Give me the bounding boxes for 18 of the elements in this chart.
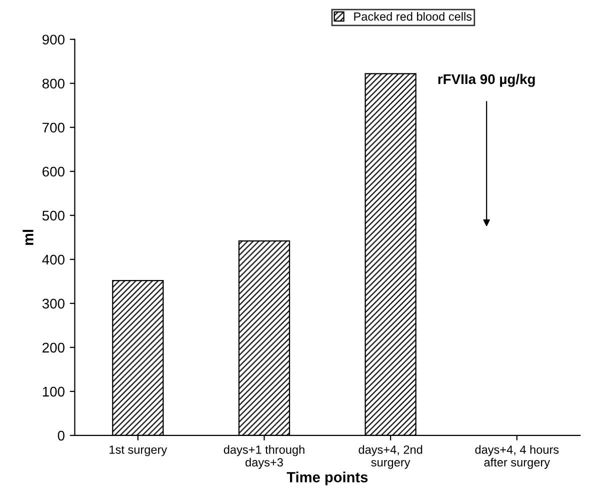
y-tick-label: 500 xyxy=(42,210,64,221)
y-tick-label: 300 xyxy=(42,298,64,309)
x-tick-label: days+4, 2nd surgery xyxy=(358,445,422,469)
y-tick-label: 900 xyxy=(42,34,64,45)
annotation: rFVIIa 90 µg/kg xyxy=(438,74,535,87)
y-tick-label: 400 xyxy=(42,254,64,265)
x-tick-label: days+4, 4 hours after surgery xyxy=(475,445,559,469)
y-tick-label: 800 xyxy=(42,78,64,89)
x-tick-label: 1st surgery xyxy=(110,446,168,456)
y-tick-label: 0 xyxy=(58,430,64,441)
y-axis-title: ml xyxy=(22,230,34,245)
x-tick-label: days+1 through days+3 xyxy=(224,445,304,469)
y-tick-label: 100 xyxy=(42,386,64,397)
y-tick-label: 600 xyxy=(42,166,64,177)
y-tick-label: 200 xyxy=(42,342,64,353)
x-axis-title: Time points xyxy=(286,472,368,486)
y-tick-label: 700 xyxy=(42,122,64,133)
legend-label: Packed red blood cells xyxy=(354,12,472,21)
